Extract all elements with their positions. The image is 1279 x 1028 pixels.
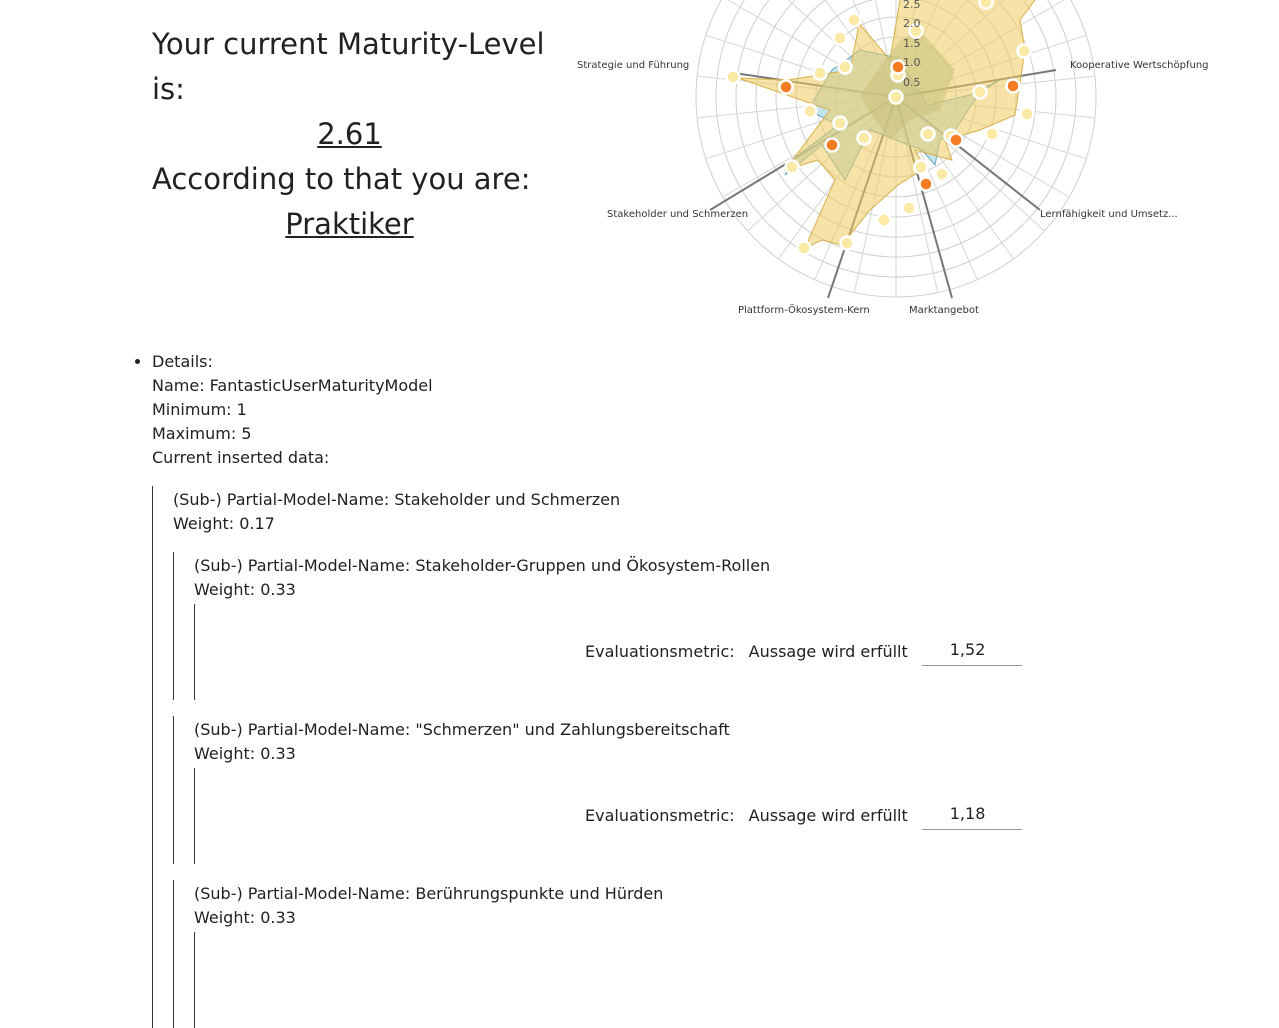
data-point bbox=[812, 65, 828, 81]
sub-model-name: (Sub-) Partial-Model-Name: Stakeholder-G… bbox=[194, 556, 771, 575]
metric-value-input[interactable] bbox=[921, 800, 1022, 830]
data-point bbox=[913, 159, 929, 175]
metric-label: Evaluationsmetric: bbox=[585, 805, 735, 825]
axis-label-stakeholder: Stakeholder und Schmerzen bbox=[607, 209, 748, 220]
details-item: Details: Name: FantasticUserMaturityMode… bbox=[152, 350, 433, 470]
radar-chart: 2.5 2.0 1.5 1.0 0.5 Strategie und Führun… bbox=[577, 0, 1209, 316]
maturity-level-value: 2.61 bbox=[317, 117, 382, 151]
maturity-level-caption: Your current Maturity-Level is: bbox=[152, 27, 545, 106]
model-minimum: Minimum: 1 bbox=[152, 400, 247, 419]
data-point bbox=[796, 240, 812, 256]
data-point bbox=[1016, 43, 1032, 59]
data-point bbox=[972, 84, 988, 100]
axis-label-kooperative: Kooperative Wertschöpfung bbox=[1070, 60, 1209, 71]
sub-model-weight: Weight: 0.33 bbox=[194, 744, 296, 763]
data-point bbox=[908, 23, 924, 39]
data-point-highlight bbox=[824, 137, 840, 153]
data-point bbox=[725, 69, 741, 85]
data-point bbox=[832, 115, 848, 131]
metric-statement: Aussage wird erfüllt bbox=[748, 805, 908, 825]
sub-model-name: (Sub-) Partial-Model-Name: "Schmerzen" u… bbox=[194, 720, 730, 739]
data-point bbox=[984, 126, 1000, 142]
metric-statement: Aussage wird erfüllt bbox=[748, 641, 908, 661]
maturity-type-value: Praktiker bbox=[285, 207, 414, 241]
metric-value-input[interactable] bbox=[921, 636, 1022, 666]
sub-model-weight: Weight: 0.33 bbox=[194, 908, 296, 927]
axis-label-plattform: Plattform-Ökosystem-Kern bbox=[738, 303, 870, 316]
data-point bbox=[978, 0, 994, 10]
data-point bbox=[1019, 106, 1035, 122]
maturity-summary: Your current Maturity-Level is: 2.61 Acc… bbox=[152, 22, 552, 247]
metric-label: Evaluationsmetric: bbox=[585, 641, 735, 661]
axis-label-marktangebot: Marktangebot bbox=[909, 305, 979, 316]
evaluation-metric: Evaluationsmetric: Aussage wird erfüllt bbox=[585, 636, 1022, 666]
data-point-highlight bbox=[778, 79, 794, 95]
tick-label: 2.5 bbox=[903, 0, 921, 11]
data-point-highlight bbox=[890, 59, 906, 75]
sub-partial-model: (Sub-) Partial-Model-Name: Berührungspun… bbox=[173, 880, 1152, 1028]
sub-model-weight: Weight: 0.33 bbox=[194, 580, 296, 599]
data-point bbox=[846, 12, 862, 28]
data-point bbox=[802, 103, 818, 119]
data-point bbox=[837, 59, 853, 75]
data-point bbox=[920, 126, 936, 142]
evaluation-metric: Evaluationsmetric: Aussage wird erfüllt bbox=[585, 800, 1022, 830]
sub-partial-model: (Sub-) Partial-Model-Name: Stakeholder-G… bbox=[173, 552, 1152, 700]
maturity-type-caption: According to that you are: bbox=[152, 162, 531, 196]
sub-partial-model: (Sub-) Partial-Model-Name: "Schmerzen" u… bbox=[173, 716, 1152, 864]
data-point bbox=[876, 212, 892, 228]
axis-label-lernfaehigkeit: Lernfähigkeit und Umsetz... bbox=[1040, 209, 1178, 220]
data-point-highlight bbox=[948, 132, 964, 148]
details-heading: Details: bbox=[152, 352, 213, 371]
data-point bbox=[832, 30, 848, 46]
data-point-highlight bbox=[918, 176, 934, 192]
tick-label: 1.0 bbox=[903, 56, 921, 69]
partial-model-tree: (Sub-) Partial-Model-Name: Stakeholder u… bbox=[152, 486, 1152, 1028]
data-point bbox=[888, 89, 904, 105]
partial-model-name: (Sub-) Partial-Model-Name: Stakeholder u… bbox=[173, 490, 621, 509]
data-point bbox=[856, 130, 872, 146]
tick-label: 2.0 bbox=[903, 17, 921, 30]
model-name: Name: FantasticUserMaturityModel bbox=[152, 376, 433, 395]
metric-container: Evaluationsmetric: Aussage wird erfüllt bbox=[194, 604, 1152, 700]
partial-model-weight: Weight: 0.17 bbox=[173, 514, 275, 533]
current-data-label: Current inserted data: bbox=[152, 448, 330, 467]
model-maximum: Maximum: 5 bbox=[152, 424, 252, 443]
data-point bbox=[934, 166, 950, 182]
metric-container: Evaluationsmetric: Aussage wird erfüllt bbox=[194, 768, 1152, 864]
data-point bbox=[784, 159, 800, 175]
details-section: Details: Name: FantasticUserMaturityMode… bbox=[130, 350, 433, 470]
axis-label-strategie: Strategie und Führung bbox=[577, 60, 689, 71]
sub-model-name: (Sub-) Partial-Model-Name: Berührungspun… bbox=[194, 884, 664, 903]
tick-label: 0.5 bbox=[903, 76, 921, 89]
series-area-overlap bbox=[860, 30, 955, 140]
tick-label: 1.5 bbox=[903, 37, 921, 50]
partial-model: (Sub-) Partial-Model-Name: Stakeholder u… bbox=[152, 486, 1152, 1028]
metric-container bbox=[194, 932, 1152, 1028]
data-point bbox=[839, 235, 855, 251]
data-point bbox=[901, 200, 917, 216]
data-point-highlight bbox=[1005, 78, 1021, 94]
